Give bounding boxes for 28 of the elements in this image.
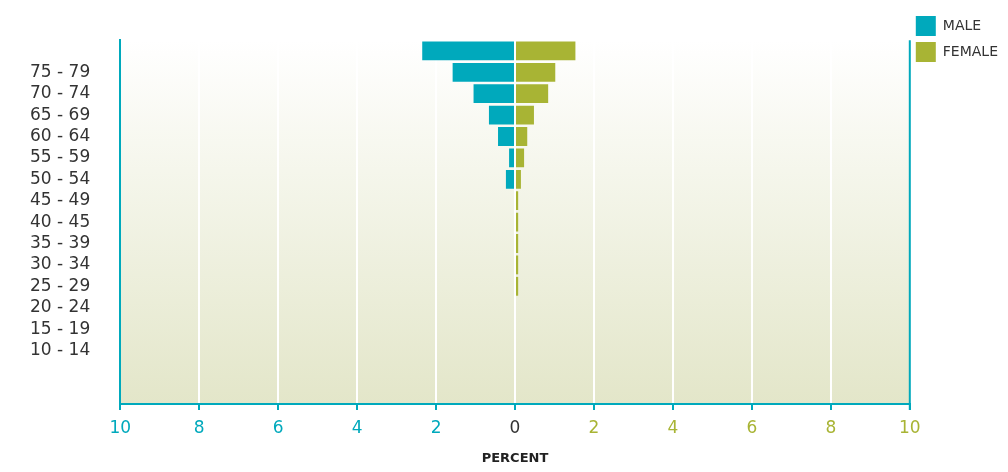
legend-label: MALE bbox=[942, 16, 982, 33]
x-tick-label: 6 bbox=[746, 416, 758, 437]
y-tick-label: 30 - 34 bbox=[29, 253, 91, 274]
x-tick-label: 6 bbox=[272, 416, 284, 437]
x-tick-label: 0 bbox=[509, 416, 521, 437]
y-tick-label: 75 - 79 bbox=[29, 60, 91, 81]
x-tick-label: 8 bbox=[193, 416, 205, 437]
y-tick-label: 25 - 29 bbox=[29, 274, 91, 295]
x-tick-label: 10 bbox=[898, 416, 921, 437]
x-tick-label: 8 bbox=[825, 416, 837, 437]
y-tick-label: 55 - 59 bbox=[29, 146, 91, 167]
y-tick-label: 45 - 49 bbox=[29, 189, 91, 210]
y-tick-label: 40 - 45 bbox=[29, 210, 91, 231]
y-tick-label: 65 - 69 bbox=[29, 103, 91, 124]
x-axis-title: PERCENT bbox=[481, 449, 549, 465]
x-tick-label: 4 bbox=[667, 416, 679, 437]
y-tick-label: 20 - 24 bbox=[29, 296, 91, 317]
x-tick-label: 2 bbox=[430, 416, 442, 437]
y-tick-label: 10 - 14 bbox=[29, 338, 91, 359]
x-tick-label: 2 bbox=[588, 416, 600, 437]
y-tick-label: 60 - 64 bbox=[29, 124, 91, 145]
x-tick-label: 10 bbox=[109, 416, 132, 437]
y-tick-label: 70 - 74 bbox=[29, 82, 91, 103]
y-tick-label: 35 - 39 bbox=[29, 231, 91, 252]
x-tick-label: 4 bbox=[351, 416, 363, 437]
y-tick-label: 50 - 54 bbox=[29, 167, 91, 188]
legend-label: FEMALE bbox=[942, 42, 998, 59]
y-tick-label: 15 - 19 bbox=[29, 317, 91, 338]
